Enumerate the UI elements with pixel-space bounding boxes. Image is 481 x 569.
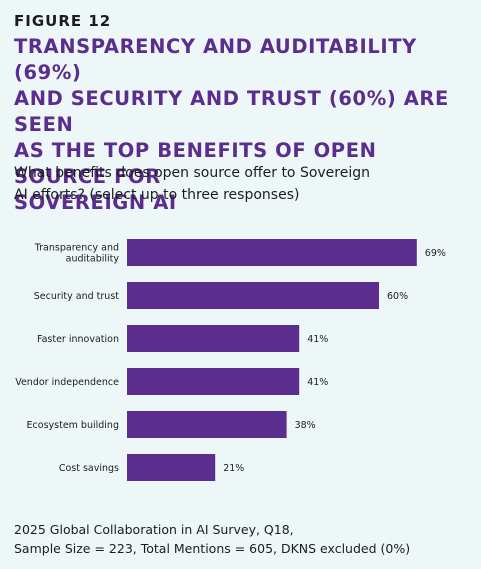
bar-0 [127, 239, 417, 266]
bar-chart: 69% Transparency and auditability 60% Securi… [15, 239, 446, 481]
data-label-3: 41% [307, 377, 328, 388]
figure-label: FIGURE 12 [14, 12, 112, 30]
data-label-4: 38% [295, 420, 316, 431]
bar-1 [127, 282, 379, 309]
data-label-2: 41% [307, 334, 328, 345]
category-label-3: Vendor independence [15, 377, 119, 388]
data-label-1: 60% [387, 291, 408, 302]
data-label-0: 69% [425, 248, 446, 259]
category-label-0: Transparency and auditability [34, 243, 120, 265]
chart-subtitle: What benefits does open source offer to … [14, 165, 371, 203]
source-note: 2025 Global Collaboration in AI Survey, … [14, 522, 411, 556]
bar-5 [127, 454, 216, 481]
bar-4 [127, 411, 287, 438]
chart-title: TRANSPARENCY AND AUDITABILITY (69%) AND … [14, 35, 449, 214]
bar-3 [127, 368, 300, 395]
data-label-5: 21% [223, 463, 244, 474]
category-label-5: Cost savings [59, 463, 119, 474]
category-label-4: Ecosystem building [27, 420, 119, 431]
category-label-2: Faster innovation [37, 334, 119, 345]
category-label-1: Security and trust [34, 291, 120, 302]
bar-2 [127, 325, 300, 352]
